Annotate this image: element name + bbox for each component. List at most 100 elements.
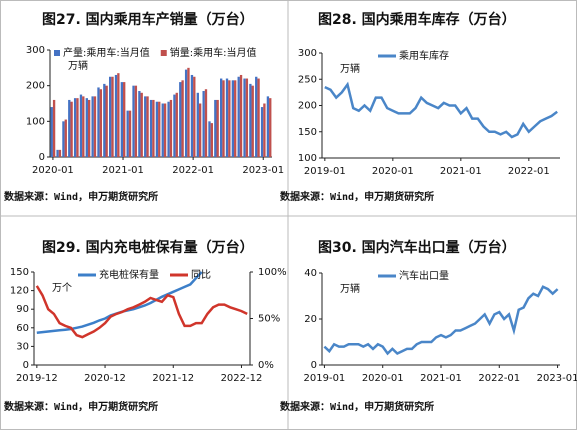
bar bbox=[144, 96, 147, 157]
bar bbox=[64, 119, 67, 157]
bar bbox=[175, 92, 178, 157]
chart-title: 图29. 国内充电桩保有量（万台） bbox=[42, 239, 254, 256]
x-tick-label: 2023-01 bbox=[242, 165, 284, 176]
y-tick-label: 300 bbox=[298, 48, 317, 59]
y-tick-label: 100 bbox=[26, 116, 45, 127]
bar bbox=[109, 76, 112, 157]
bar bbox=[266, 96, 270, 157]
x-tick-label: 2022-01 bbox=[172, 165, 214, 176]
bar bbox=[140, 92, 143, 157]
x-tick-label: 2020-01 bbox=[32, 165, 74, 176]
x-tick-label: 2019-12 bbox=[16, 373, 58, 384]
legend-label: 同比 bbox=[191, 269, 211, 281]
chart-title: 图27. 国内乘用车产销量（万台） bbox=[42, 11, 254, 28]
chart-title: 图28. 国内乘用车库存（万台） bbox=[318, 11, 516, 28]
bar bbox=[56, 149, 59, 157]
x-tick-label: 2019-01 bbox=[304, 373, 346, 384]
bar bbox=[193, 76, 196, 157]
x-tick-label: 2020-01 bbox=[372, 166, 414, 177]
bar bbox=[50, 107, 53, 157]
bar bbox=[97, 87, 100, 157]
y-tick-label: 60 bbox=[16, 323, 29, 334]
bar bbox=[134, 85, 138, 157]
bar bbox=[231, 80, 235, 157]
unit-label: 万辆 bbox=[340, 62, 360, 75]
source: 数据来源：Wind，申万期货研究所 bbox=[4, 400, 158, 413]
x-tick-label: 2021-12 bbox=[152, 373, 194, 384]
bar bbox=[257, 78, 260, 157]
bar bbox=[204, 89, 208, 157]
bar bbox=[158, 101, 161, 157]
bar bbox=[146, 96, 149, 157]
line bbox=[35, 285, 248, 339]
chart-title: 图30. 国内汽车出口量（万台） bbox=[318, 239, 516, 256]
bar bbox=[263, 103, 266, 157]
bar bbox=[210, 123, 213, 157]
legend-swatch bbox=[54, 50, 60, 56]
legend-swatch bbox=[160, 50, 167, 56]
bar bbox=[179, 82, 182, 157]
bar bbox=[52, 99, 56, 157]
bar bbox=[123, 82, 126, 157]
bar bbox=[222, 80, 225, 157]
bar bbox=[93, 96, 97, 157]
x-tick-label: 2020-12 bbox=[84, 373, 126, 384]
bar bbox=[120, 82, 124, 157]
bar bbox=[114, 74, 118, 157]
bar bbox=[181, 80, 184, 157]
bar bbox=[187, 67, 190, 157]
bar bbox=[198, 103, 202, 157]
bar bbox=[79, 94, 83, 157]
bar bbox=[128, 110, 132, 157]
bar bbox=[138, 91, 141, 157]
y-tick-label: 120 bbox=[10, 286, 29, 297]
bar bbox=[132, 85, 135, 157]
bar bbox=[255, 76, 258, 157]
x-tick-label: 2021-01 bbox=[440, 166, 482, 177]
bar bbox=[149, 99, 153, 157]
bar bbox=[251, 85, 254, 157]
bar bbox=[167, 101, 170, 157]
bar bbox=[173, 94, 176, 157]
bar bbox=[73, 98, 77, 157]
source: 数据来源：Wind，申万期货研究所 bbox=[280, 400, 434, 413]
bar bbox=[85, 98, 88, 157]
bar bbox=[245, 78, 249, 157]
bar bbox=[190, 74, 194, 157]
bar bbox=[249, 83, 252, 157]
bar bbox=[91, 96, 94, 157]
bar bbox=[99, 89, 102, 157]
x-tick-label: 2023-01 bbox=[537, 373, 577, 384]
bar bbox=[117, 73, 120, 157]
y-tick-label: 40 bbox=[304, 268, 317, 279]
source: 数据来源：Wind，申万期货研究所 bbox=[4, 190, 158, 203]
bar bbox=[234, 80, 237, 157]
legend-label: 充电桩保有量 bbox=[99, 268, 159, 281]
unit-label: 万个 bbox=[52, 282, 72, 294]
legend-label: 汽车出口量 bbox=[399, 269, 449, 282]
y-tick-label: 150 bbox=[298, 127, 317, 138]
bar bbox=[225, 78, 229, 157]
y2-tick-label: 100% bbox=[258, 267, 287, 278]
bar bbox=[155, 101, 159, 157]
legend-label: 销量:乘用车:当月值 bbox=[170, 46, 257, 59]
bar bbox=[126, 110, 129, 157]
bar bbox=[169, 99, 173, 157]
line bbox=[323, 285, 559, 356]
x-tick-label: 2022-01 bbox=[508, 166, 550, 177]
bar bbox=[161, 103, 164, 157]
y-tick-label: 20 bbox=[304, 314, 317, 325]
y-tick-label: 30 bbox=[16, 341, 29, 352]
bar bbox=[87, 99, 91, 157]
bar bbox=[237, 76, 240, 157]
bar bbox=[196, 92, 199, 157]
line bbox=[324, 81, 558, 139]
bar bbox=[152, 99, 155, 157]
y-tick-label: 0 bbox=[311, 360, 317, 371]
bar bbox=[68, 99, 71, 157]
bar bbox=[163, 103, 167, 157]
bar bbox=[58, 149, 62, 157]
y2-tick-label: 0% bbox=[258, 360, 274, 371]
unit-label: 万辆 bbox=[68, 59, 88, 72]
